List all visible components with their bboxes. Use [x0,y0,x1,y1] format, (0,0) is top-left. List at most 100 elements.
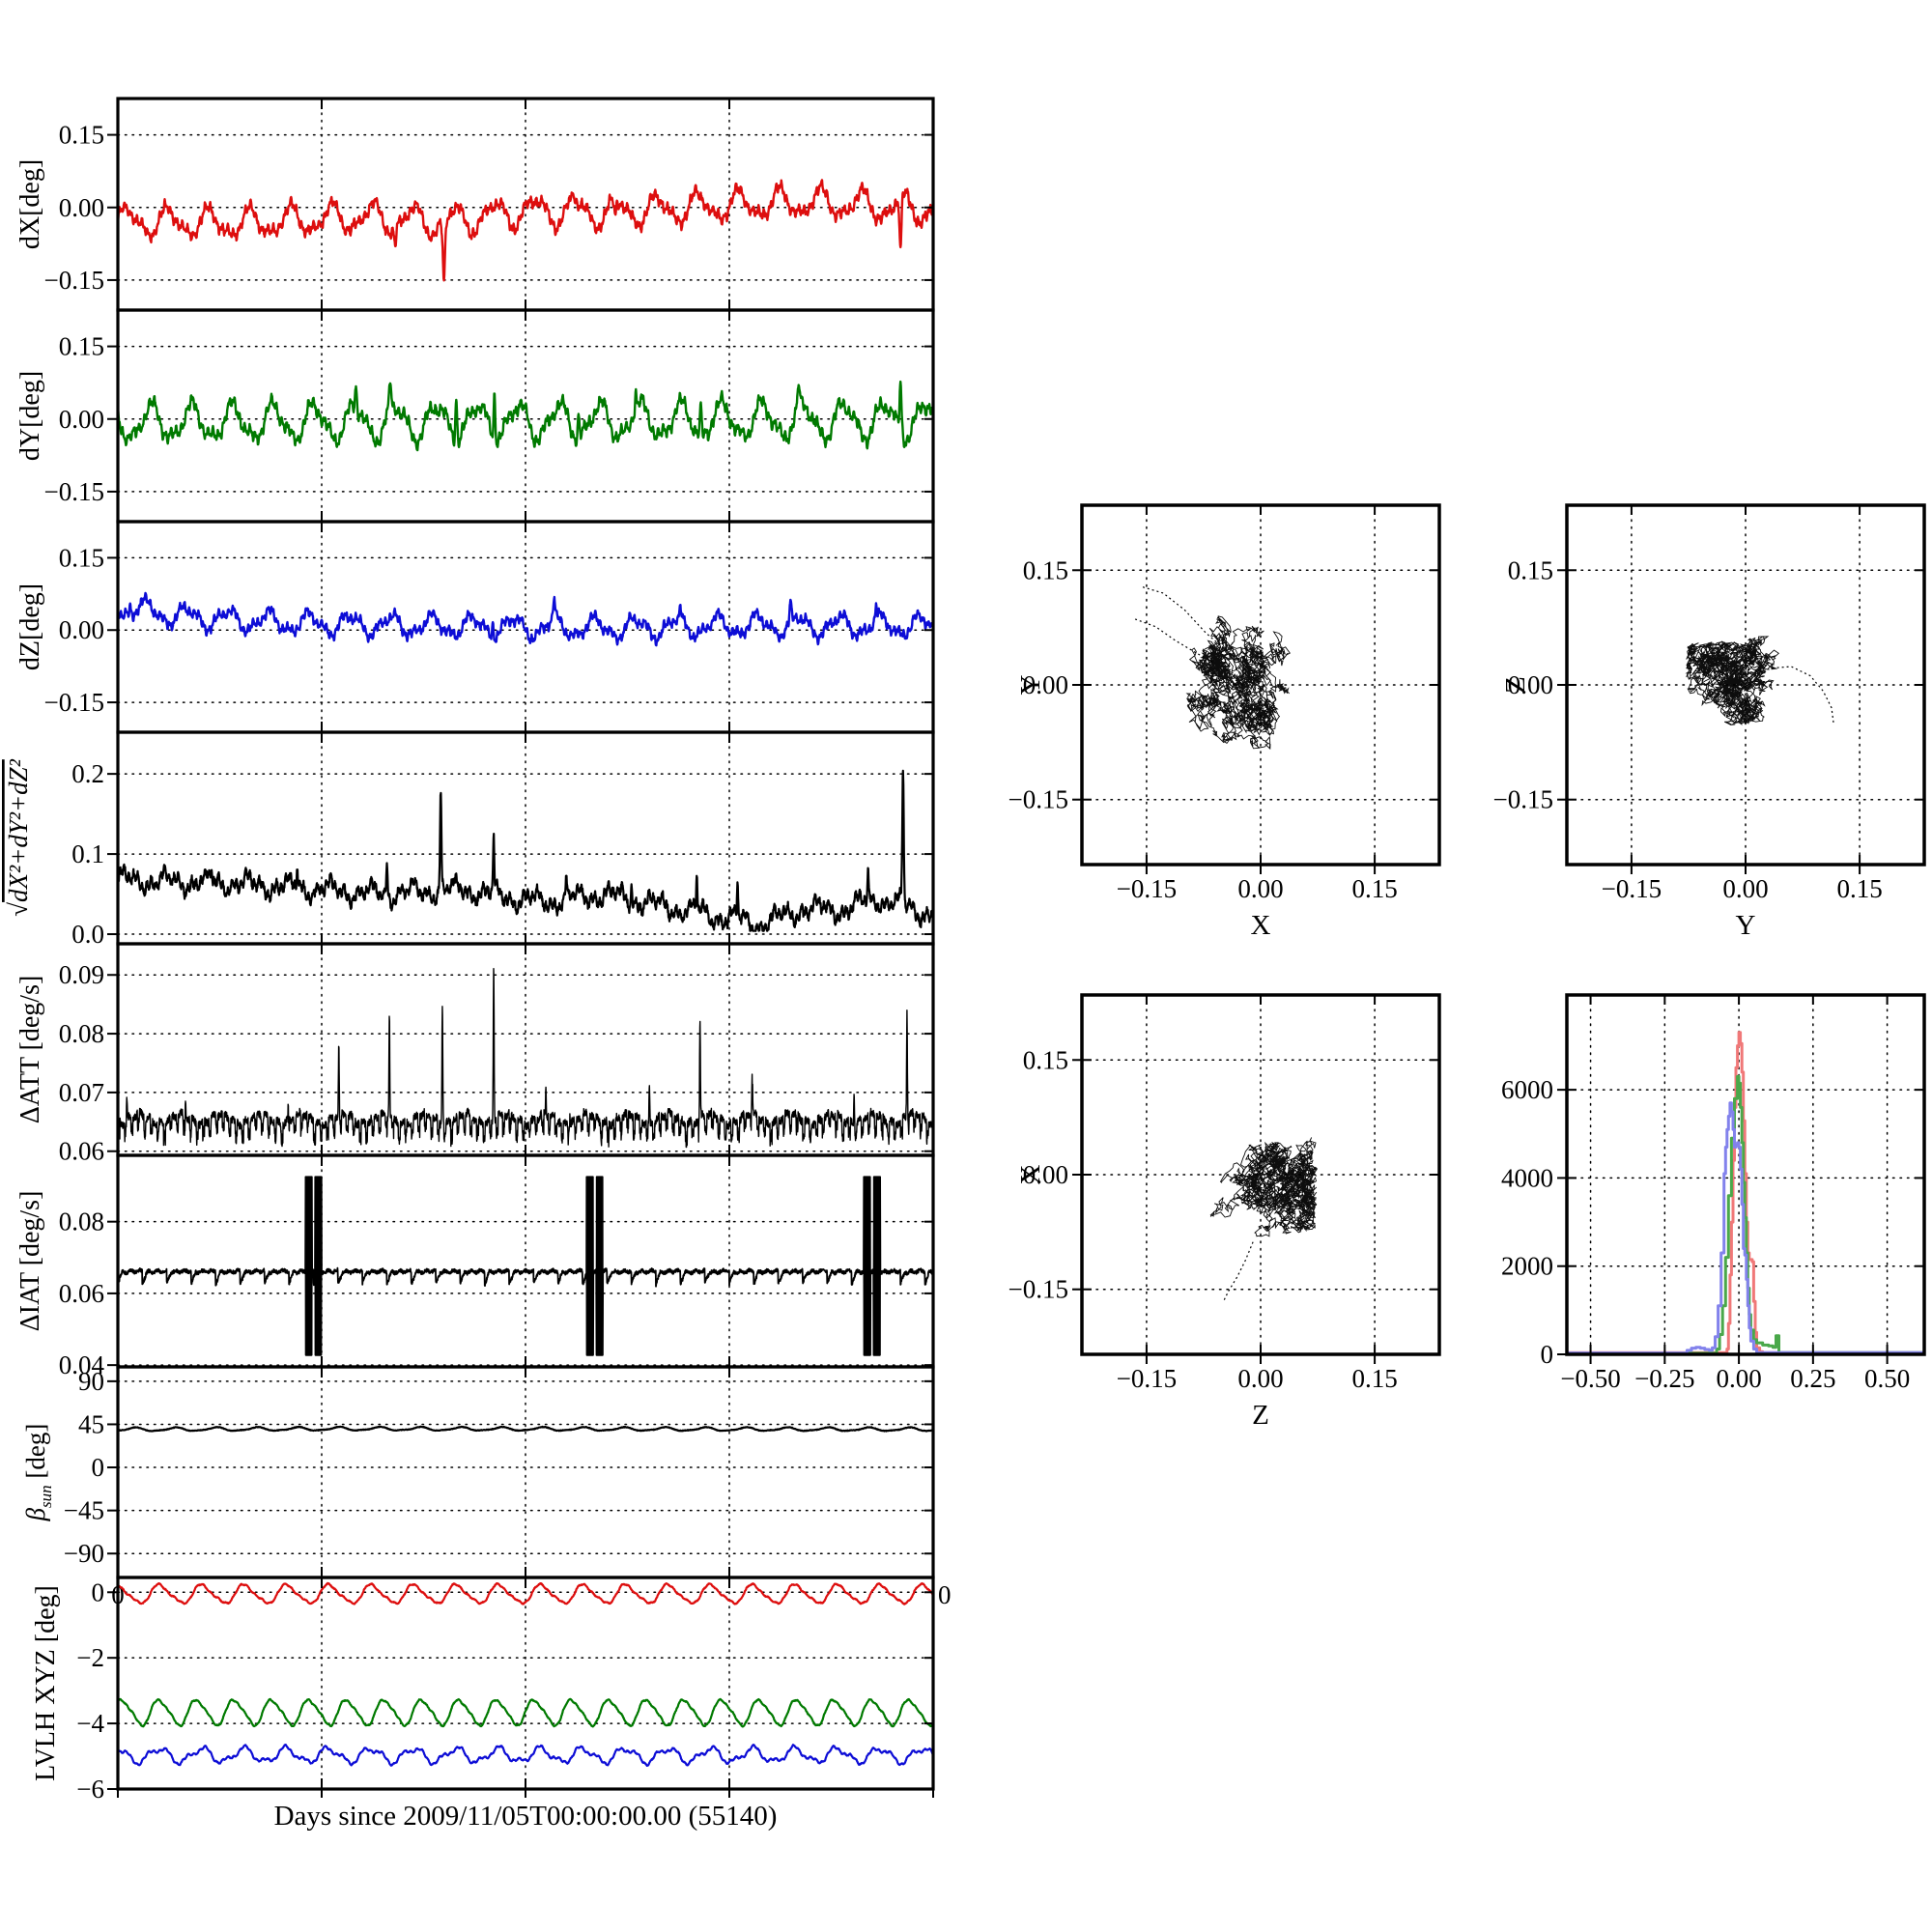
x-tick-label: −0.25 [1634,1364,1694,1393]
y-tick-label: 0.00 [59,405,104,434]
y-tick-label: −0.15 [44,477,104,506]
x-tick-label: 0.00 [1716,1364,1761,1393]
y-axis-label: ΔATT [deg/s] [15,976,45,1124]
subplot-dx: 0.15 0.00 −0.15 dX[deg] [15,97,935,312]
x-tick-label: −0.15 [1602,874,1662,903]
subplot-beta-sun: 90 45 0 −45 −90 βsun [deg] 0 0 [21,1365,952,1609]
y-tick-label: 90 [78,1367,104,1396]
scatter-trail [1134,618,1216,665]
y-tick-label: 0.15 [59,543,104,572]
y-tick-label: 0.06 [59,1137,104,1166]
y-tick-label: 0.09 [59,960,104,989]
y-tick-label: −6 [76,1775,104,1804]
series-delta-att-rate-line [118,968,933,1149]
y-axis-label: LVLH XYZ [deg] [31,1585,61,1781]
y-tick-label: 0 [92,1577,105,1606]
subplot-datt: 0.09 0.08 0.07 0.06 ΔATT [deg/s] [15,942,935,1166]
y-tick-label: 0 [1541,1340,1554,1369]
x-tick-label: 0 [938,1580,952,1609]
y-tick-label: 0.08 [59,1019,104,1048]
y-tick-label: 0.00 [59,193,104,222]
series-attitude-error-magnitude-line [118,769,933,932]
y-axis-label: Y [1015,674,1046,695]
y-tick-label: −2 [76,1643,104,1672]
series-lvlh-z-line [118,1744,933,1767]
x-tick-label: 0.50 [1864,1364,1910,1393]
subplot-dz: 0.15 0.00 −0.15 dZ[deg] [15,520,935,734]
x-tick-label: 0.15 [1351,1364,1397,1393]
y-tick-label: −0.15 [44,688,104,717]
scatter-trail [1772,666,1834,725]
scatter-cloud [1185,615,1291,750]
y-tick-label: 4000 [1501,1163,1553,1192]
plot-frame [116,730,935,946]
x-axis-label: X [1251,910,1271,941]
y-tick-label: 0.15 [1508,555,1553,584]
x-tick-label: −0.15 [1117,874,1177,903]
y-tick-label: 0.00 [1023,1160,1068,1189]
y-tick-label: 0.15 [59,332,104,361]
series-dY-line [118,380,933,452]
x-axis-label: Days since 2009/11/05T00:00:00.00 (55140… [273,1801,778,1832]
x-tick-label: −0.50 [1560,1364,1620,1393]
y-tick-label: 6000 [1501,1075,1553,1104]
scatter-z-vs-y: −0.15 −0.15 0.00 0.00 0.15 0.15 Z Y [1493,503,1926,941]
x-tick-label: −0.15 [1117,1364,1177,1393]
y-tick-label: 0.00 [1508,670,1553,699]
x-tick-label: 0.25 [1790,1364,1835,1393]
scatter-y-vs-x: −0.15 −0.15 0.00 0.00 0.15 0.15 Y X [1009,503,1441,941]
y-tick-label: 0 [92,1453,105,1482]
series-beta-sun-angle-line [118,1425,933,1433]
y-tick-label: 0.2 [71,759,104,788]
y-tick-label: 2000 [1501,1252,1553,1281]
y-tick-label: 0.1 [71,839,104,868]
plot-frame [1565,993,1926,1356]
subplot-lvlh: 0 −2 −4 −6 LVLH XYZ [deg] [31,1576,935,1804]
hist-dY-distribution-curve [1567,1074,1926,1355]
scatter-trail [1222,1241,1254,1302]
series-dZ-line [118,591,933,647]
plot-frame [116,1365,935,1579]
y-tick-label: 0.08 [59,1208,104,1236]
y-tick-label: 0.00 [59,615,104,644]
y-axis-label: √dX²+dY²+dZ² [4,758,33,916]
subplot-dy: 0.15 0.00 −0.15 dY[deg] [15,308,935,524]
y-axis-label: dY[deg] [15,371,45,461]
y-tick-label: −0.15 [1009,785,1068,814]
subplot-magnitude: 0.2 0.1 0.0 √dX²+dY²+dZ² [4,730,935,949]
y-tick-label: −45 [64,1496,104,1525]
x-tick-label: 0.15 [1836,874,1882,903]
hist-dZ-distribution-curve [1567,1101,1926,1355]
x-tick-label: 0.00 [1237,874,1283,903]
y-tick-label: 45 [78,1409,104,1438]
y-tick-label: 0.15 [59,121,104,150]
series-lvlh-y-line [118,1697,933,1728]
histogram-plot: −0.50 −0.25 0.00 0.25 0.50 0 2000 4000 6000 [1501,993,1926,1393]
y-tick-label: −0.15 [1493,785,1553,814]
hist-dX-distribution-curve [1567,1031,1924,1354]
x-tick-label: 0.15 [1351,874,1397,903]
y-tick-label: −0.15 [1009,1275,1068,1304]
y-axis-label: Z [1500,676,1531,694]
y-axis-label: dZ[deg] [15,583,45,670]
y-tick-label: 0.04 [59,1350,105,1379]
y-tick-label: 0.15 [1023,1045,1068,1074]
y-axis-label: dX[deg] [15,159,45,249]
y-axis-label: ΔIAT [deg/s] [15,1191,45,1332]
scatter-trail [1142,586,1242,663]
y-axis-label: X [1015,1164,1046,1184]
scatter-x-vs-z: −0.15 −0.15 0.00 0.00 0.15 0.15 X Z [1009,993,1441,1431]
x-axis-label: Y [1736,910,1756,941]
y-tick-label: 0.00 [1023,670,1068,699]
x-tick-label: 0.00 [1237,1364,1283,1393]
y-tick-label: 0.07 [59,1078,104,1107]
y-tick-label: −90 [64,1539,104,1568]
x-tick-label: 0.00 [1722,874,1768,903]
y-tick-label: 0.0 [71,920,104,949]
plot-frame [116,1153,935,1369]
y-tick-label: −4 [76,1709,104,1738]
series-delta-iat-rate-line [118,1176,933,1356]
y-tick-label: −0.15 [44,266,104,295]
